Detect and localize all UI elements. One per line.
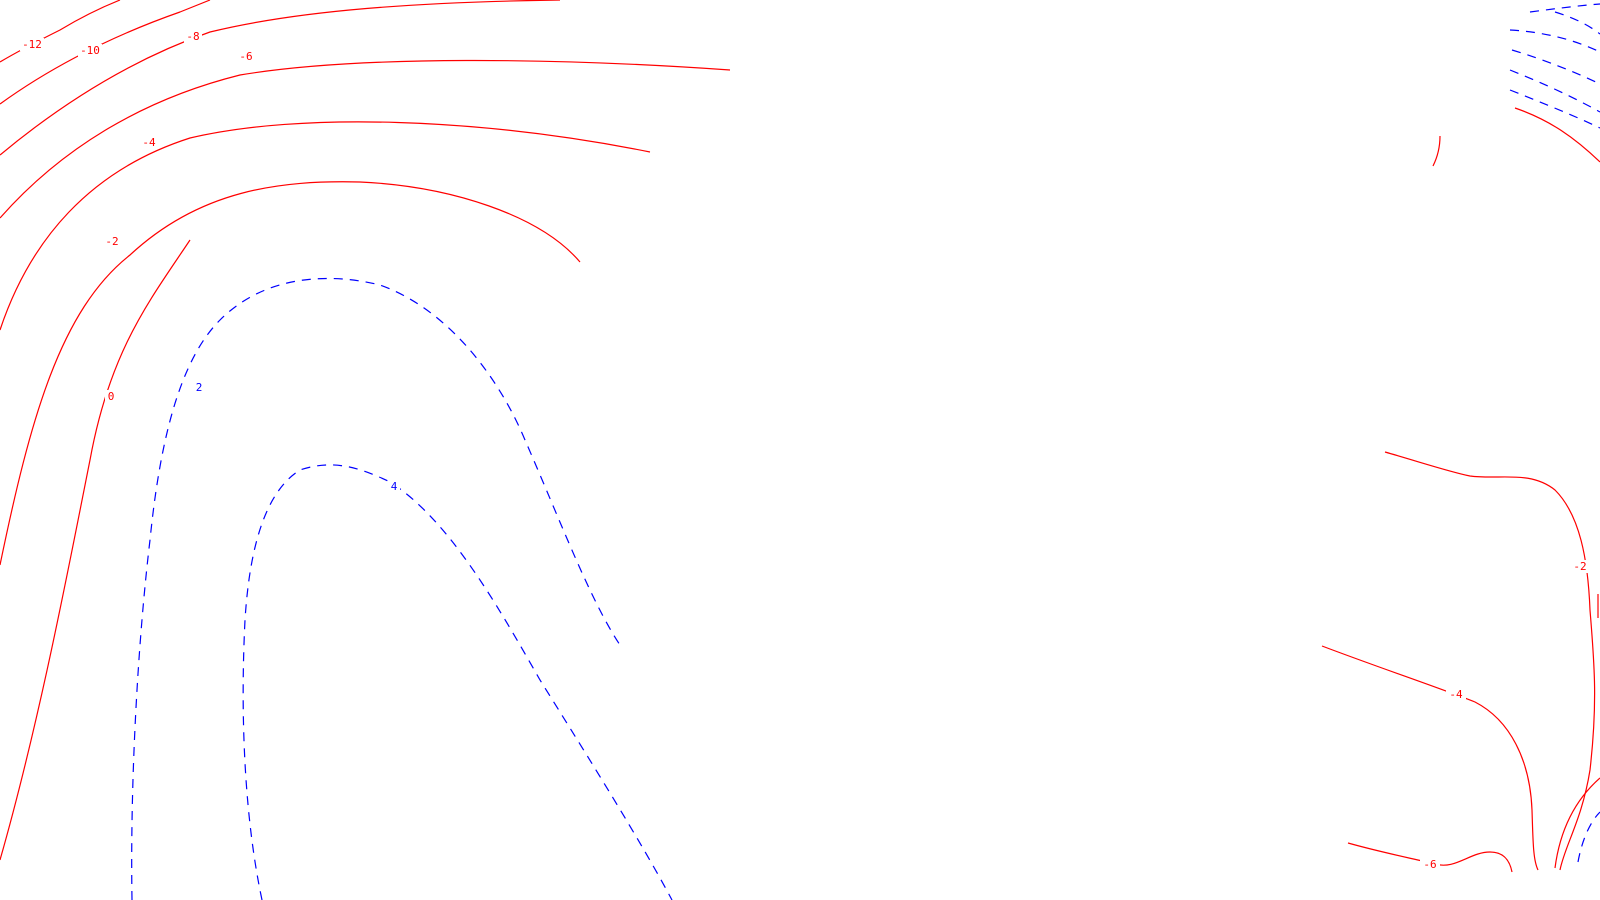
contour-label-m8: -8	[184, 30, 202, 43]
contour-line-right-positive	[1577, 811, 1600, 863]
contour-line-p2	[131, 277, 621, 900]
contour-label-p2-text: 2	[196, 381, 203, 394]
contour-label-m2: -2	[103, 235, 121, 248]
contour-label-m6: -6	[237, 50, 255, 63]
contour-label-m2-text: -2	[105, 235, 118, 248]
contour-label-right-m2: -2	[1570, 560, 1590, 573]
contour-line-zero	[0, 239, 191, 861]
contour-label-m4: -4	[140, 136, 158, 149]
contour-label-m10-text: -10	[80, 44, 100, 57]
contour-label-right-m4-text: -4	[1449, 688, 1463, 701]
contour-line-m4	[0, 121, 651, 331]
contour-line-right-m4	[1321, 645, 1539, 871]
contour-label-m12-text: -12	[22, 38, 42, 51]
contour-line-m10	[0, 0, 211, 105]
contour-label-right-m4: -4	[1446, 688, 1466, 701]
contour-label-right-m6: -6	[1420, 858, 1440, 871]
contour-line-m12	[0, 0, 121, 63]
contour-label-zero-text: 0	[108, 390, 115, 403]
contour-label-m8-text: -8	[186, 30, 199, 43]
contour-label-p4: 4	[388, 480, 400, 493]
contour-label-m4-text: -4	[142, 136, 156, 149]
contour-line-right-m6	[1347, 842, 1513, 873]
contour-line-m2	[0, 181, 581, 566]
contour-label-zero: 0	[105, 390, 117, 403]
contour-label-m6-text: -6	[239, 50, 252, 63]
contour-label-right-m2-text: -2	[1573, 560, 1586, 573]
contour-line-m8	[0, 0, 561, 156]
contour-label-m12: -12	[20, 38, 44, 51]
contour-label-p2: 2	[193, 381, 205, 394]
contour-label-right-m6-text: -6	[1423, 858, 1436, 871]
contour-line-p4	[242, 464, 673, 900]
contour-line-right-inner	[1554, 777, 1600, 869]
contour-line-m6	[0, 59, 731, 219]
contour-line-right-m2	[1384, 451, 1596, 871]
contour-label-m10: -10	[78, 44, 102, 57]
contour-line-upper-right-stub	[1432, 135, 1441, 167]
positive-contour-cluster	[1509, 3, 1600, 129]
contour-label-p4-text: 4	[391, 480, 398, 493]
contour-line-upper-right-edge	[1514, 107, 1600, 163]
